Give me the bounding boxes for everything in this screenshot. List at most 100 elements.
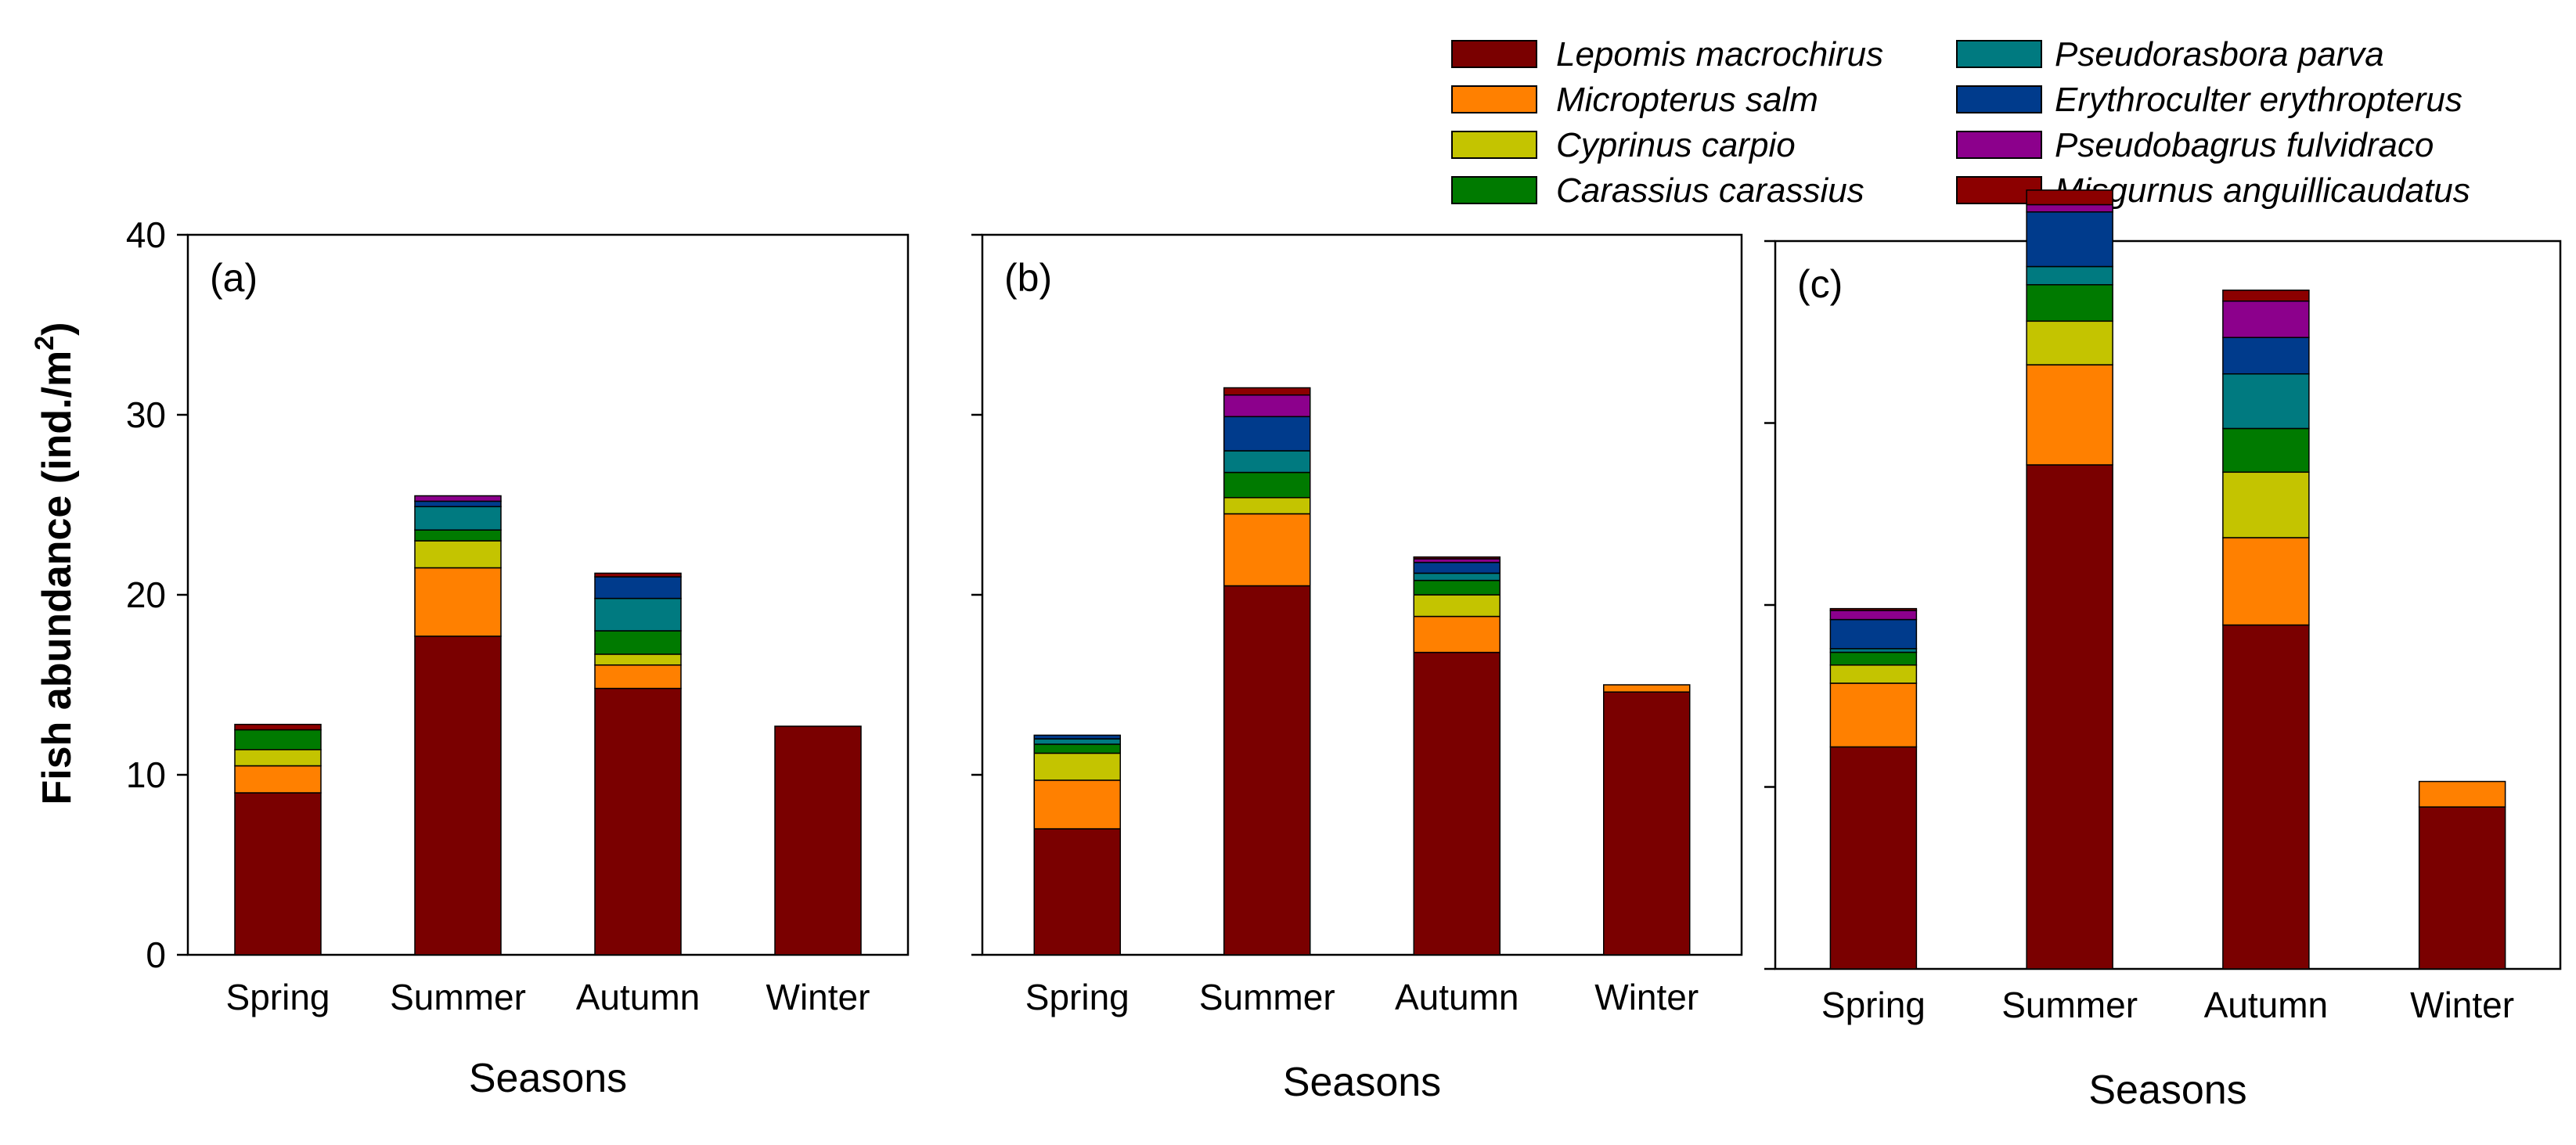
legend-label: Pseudobagrus fulvidraco xyxy=(2055,126,2434,164)
x-tick-label-winter: Winter xyxy=(2410,985,2514,1025)
bar-segment-spring-erythroculter-erythropterus xyxy=(1033,734,1121,740)
bar-segment-autumn-misgurnus-anguillicaudatus xyxy=(2222,290,2310,302)
bar-segment-spring-cyprinus-carpio xyxy=(1033,752,1121,781)
bar-segment-spring-cyprinus-carpio xyxy=(234,749,322,767)
x-tick-label-summer: Summer xyxy=(390,977,526,1017)
y-axis-label-superscript: 2 xyxy=(30,336,59,351)
bar-segment-summer-misgurnus-anguillicaudatus xyxy=(1223,387,1311,396)
legend-item-micropterus-salm: Micropterus salm xyxy=(1451,81,1818,119)
legend: Lepomis macrochirus Micropterus salm Cypri… xyxy=(1451,35,2470,210)
bar-segment-summer-cyprinus-carpio xyxy=(2026,320,2113,365)
x-tick-label-winter: Winter xyxy=(1594,977,1699,1017)
bar-segment-spring-carassius-carassius xyxy=(234,729,322,751)
panel-c: (c) Spring Summer Autumn Winter Seasons xyxy=(1764,189,2562,1113)
bar-segment-summer-lepomis-macrochirus xyxy=(2026,464,2113,970)
bar-segment-summer-pseudobagrus-fulvidraco xyxy=(414,495,502,502)
bar-segment-summer-micropterus-salm xyxy=(1223,513,1311,587)
x-axis-label: Seasons xyxy=(2088,1068,2246,1113)
bar-segment-summer-micropterus-salm xyxy=(2026,364,2113,466)
legend-swatch xyxy=(1956,85,2042,113)
bar-segment-autumn-erythroculter-erythropterus xyxy=(2222,337,2310,375)
bar-segment-autumn-pseudorasbora-parva xyxy=(1413,572,1501,582)
bar-segment-summer-lepomis-macrochirus xyxy=(1223,585,1311,956)
bar-segment-autumn-carassius-carassius xyxy=(1413,579,1501,596)
y-axis-label-text: Fish abundance (ind./m xyxy=(34,351,80,805)
bar-segment-summer-pseudorasbora-parva xyxy=(414,506,502,531)
bar-segment-spring-micropterus-salm xyxy=(234,765,322,794)
panel-a: 0 10 20 30 40 (a) Spring Summer Autumn Winter Seas… xyxy=(126,214,910,1101)
bar-segment-spring-lepomis-macrochirus xyxy=(1829,746,1918,970)
x-tick-label-winter: Winter xyxy=(766,977,870,1017)
bar-segment-summer-erythroculter-erythropterus xyxy=(2026,211,2113,268)
bar-segment-winter-lepomis-macrochirus xyxy=(1603,691,1691,956)
bar-segment-summer-carassius-carassius xyxy=(1223,471,1311,499)
bar-segment-spring-lepomis-macrochirus xyxy=(1033,828,1121,956)
x-tick-label-spring: Spring xyxy=(226,977,330,1017)
legend-swatch xyxy=(1451,131,1537,159)
bar-segment-spring-carassius-carassius xyxy=(1829,651,1918,666)
bar-segment-summer-erythroculter-erythropterus xyxy=(1223,416,1311,452)
bar-segment-spring-lepomis-macrochirus xyxy=(234,792,322,956)
x-axis-label: Seasons xyxy=(1283,1060,1441,1105)
legend-item-cyprinus-carpio: Cyprinus carpio xyxy=(1451,126,1796,164)
bar-segment-autumn-misgurnus-anguillicaudatus xyxy=(1413,556,1501,560)
legend-label: Lepomis macrochirus xyxy=(1556,35,1883,74)
legend-item-pseudorasbora-parva: Pseudorasbora parva xyxy=(1956,35,2384,74)
panels: 0 10 20 30 40 (a) Spring Summer Autumn Winter Seas… xyxy=(126,189,2562,1113)
bar-segment-autumn-lepomis-macrochirus xyxy=(2222,624,2310,970)
bar-segment-autumn-erythroculter-erythropterus xyxy=(1413,561,1501,574)
bar-segment-summer-cyprinus-carpio xyxy=(1223,497,1311,515)
bar-segment-summer-pseudobagrus-fulvidraco xyxy=(1223,394,1311,418)
bar-segment-summer-pseudobagrus-fulvidraco xyxy=(2026,203,2113,213)
bar-segment-spring-cyprinus-carpio xyxy=(1829,664,1918,684)
bar-segment-winter-micropterus-salm xyxy=(2418,780,2506,808)
legend-label: Misgurnus anguillicaudatus xyxy=(2055,171,2470,210)
bar-segment-spring-erythroculter-erythropterus xyxy=(1829,618,1918,650)
legend-item-pseudobagrus-fulvidraco: Pseudobagrus fulvidraco xyxy=(1956,126,2434,164)
legend-item-carassius-carassius: Carassius carassius xyxy=(1451,171,1864,210)
bar-segment-autumn-cyprinus-carpio xyxy=(2222,471,2310,538)
y-axis-label: Fish abundance (ind./m2) xyxy=(30,322,80,805)
x-tick-label-spring: Spring xyxy=(1025,977,1129,1017)
bar-segment-spring-pseudorasbora-parva xyxy=(1033,738,1121,745)
bar-segment-autumn-micropterus-salm xyxy=(1413,615,1501,654)
y-tick-label: 0 xyxy=(146,934,166,975)
legend-label: Micropterus salm xyxy=(1556,81,1818,119)
legend-item-erythroculter-erythropterus: Erythroculter erythropterus xyxy=(1956,81,2463,119)
bar-segment-autumn-carassius-carassius xyxy=(594,630,682,655)
y-tick-label: 20 xyxy=(126,574,166,615)
bar-segment-spring-misgurnus-anguillicaudatus xyxy=(1829,607,1918,611)
legend-label: Cyprinus carpio xyxy=(1556,126,1796,164)
bar-segment-summer-pseudorasbora-parva xyxy=(2026,265,2113,286)
bar-segment-summer-lepomis-macrochirus xyxy=(414,636,502,956)
bar-segment-autumn-cyprinus-carpio xyxy=(1413,594,1501,618)
bar-segment-autumn-pseudobagrus-fulvidraco xyxy=(2222,300,2310,338)
legend-swatch xyxy=(1956,131,2042,159)
x-tick-label-summer: Summer xyxy=(1199,977,1335,1017)
bar-segment-autumn-lepomis-macrochirus xyxy=(594,687,682,956)
legend-swatch xyxy=(1451,40,1537,68)
bar-segment-summer-misgurnus-anguillicaudatus xyxy=(2026,189,2113,206)
bar-segment-spring-pseudobagrus-fulvidraco xyxy=(1829,610,1918,621)
y-tick-label: 30 xyxy=(126,394,166,435)
bar-segment-summer-pseudorasbora-parva xyxy=(1223,450,1311,473)
bar-segment-summer-erythroculter-erythropterus xyxy=(414,500,502,508)
bar-segment-autumn-cyprinus-carpio xyxy=(594,654,682,666)
panel-label: (a) xyxy=(210,256,258,300)
y-tick-label: 40 xyxy=(126,214,166,255)
bar-segment-summer-micropterus-salm xyxy=(414,567,502,637)
legend-swatch xyxy=(1956,40,2042,68)
panel-label: (b) xyxy=(1004,256,1052,300)
y-tick-label: 10 xyxy=(126,754,166,795)
y-axis-label-close: ) xyxy=(34,322,80,336)
legend-swatch xyxy=(1451,85,1537,113)
bar-segment-autumn-lepomis-macrochirus xyxy=(1413,651,1501,956)
x-tick-label-summer: Summer xyxy=(2001,985,2138,1025)
x-tick-label-autumn: Autumn xyxy=(1395,977,1519,1017)
bar-segment-summer-carassius-carassius xyxy=(2026,284,2113,322)
x-tick-label-autumn: Autumn xyxy=(576,977,701,1017)
bar-segment-spring-micropterus-salm xyxy=(1829,682,1918,748)
bar-segment-autumn-pseudorasbora-parva xyxy=(2222,373,2310,430)
